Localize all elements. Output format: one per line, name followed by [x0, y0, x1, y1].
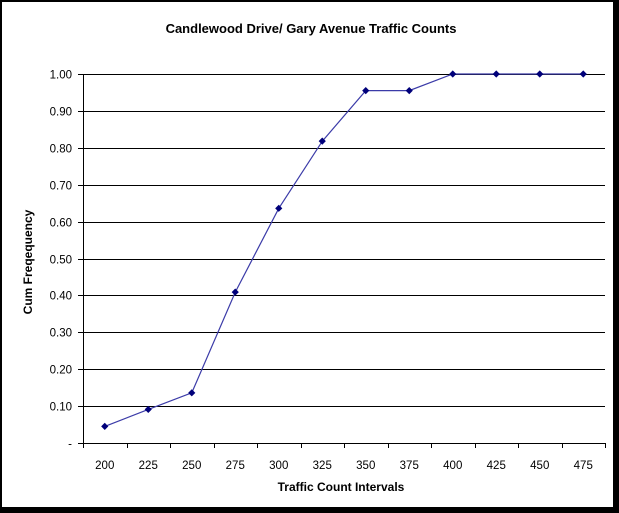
chart-frame: Candlewood Drive/ Gary Avenue Traffic Co…: [2, 2, 613, 507]
data-point-marker: [144, 405, 152, 414]
y-tick-label: 0.60: [50, 218, 72, 230]
data-point-marker: [362, 87, 370, 95]
x-tick-label: 200: [95, 460, 114, 472]
y-tick-label: 0.70: [50, 181, 72, 193]
x-tick-labels: 200 225 250 275 300 325 350 375 400 425 450 475: [95, 460, 593, 472]
axes: [78, 74, 606, 448]
x-tick-label: 450: [530, 460, 549, 472]
data-point-marker: [188, 389, 196, 397]
series-plot: [101, 70, 587, 430]
x-tick-label: 375: [400, 460, 419, 472]
y-tick-label: 1.00: [50, 70, 72, 82]
y-tick-label: 0.80: [50, 144, 72, 156]
x-tick-label: 350: [356, 460, 375, 472]
x-tick-label: 400: [443, 460, 462, 472]
data-point-marker: [536, 70, 544, 78]
data-point-marker: [492, 70, 500, 78]
x-tick-label: 275: [226, 460, 245, 472]
data-point-marker: [318, 137, 326, 145]
x-axis-title: Traffic Count Intervals: [278, 480, 405, 494]
x-tick-label: 225: [139, 460, 158, 472]
line-chart: Candlewood Drive/ Gary Avenue Traffic Co…: [21, 21, 606, 494]
y-axis-title: Cum Freqequency: [21, 209, 35, 314]
x-tick-label: 425: [487, 460, 506, 472]
data-point-marker: [579, 70, 587, 78]
data-point-marker: [449, 70, 457, 78]
x-tick-label: 325: [313, 460, 332, 472]
y-tick-label: -: [68, 439, 72, 451]
y-tick-label: 0.20: [50, 365, 72, 377]
data-point-marker: [231, 288, 239, 296]
data-point-marker: [101, 422, 109, 430]
y-tick-label: 0.90: [50, 107, 72, 119]
chart-title: Candlewood Drive/ Gary Avenue Traffic Co…: [166, 21, 457, 36]
y-tick-label: 0.50: [50, 255, 72, 267]
data-point-marker: [405, 87, 413, 95]
y-tick-label: 0.10: [50, 402, 72, 414]
x-tick-label: 250: [182, 460, 201, 472]
x-tick-label: 475: [574, 460, 593, 472]
y-tick-labels: - 0.10 0.20 0.30 0.40 0.50 0.60 0.70 0.80 0.90 1.0…: [50, 70, 73, 451]
y-tick-label: 0.40: [50, 291, 72, 303]
y-tick-label: 0.30: [50, 328, 72, 340]
data-point-marker: [275, 204, 283, 212]
x-tick-label: 300: [269, 460, 288, 472]
gridlines: [83, 74, 605, 407]
series-line: [104, 73, 584, 427]
